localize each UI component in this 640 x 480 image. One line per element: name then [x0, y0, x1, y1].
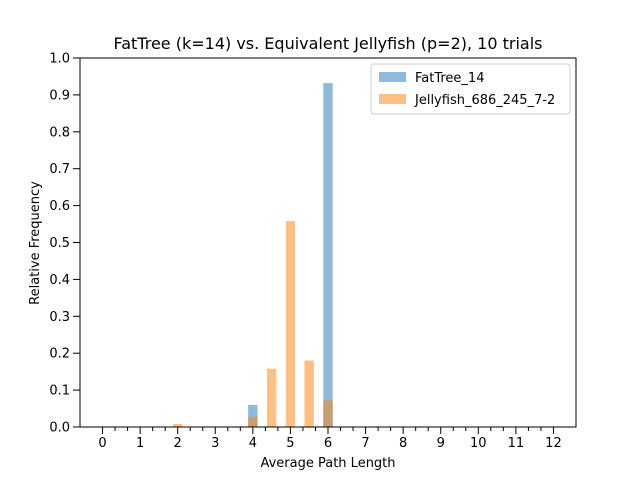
x-tick-label: 6: [324, 436, 332, 451]
x-axis-label: Average Path Length: [260, 456, 395, 471]
bar-series-1-3: [266, 368, 277, 427]
legend-box: [370, 63, 571, 115]
x-tick-label: 12: [545, 436, 562, 451]
y-tick-label: 0.5: [49, 236, 70, 251]
legend-swatch-1: [379, 94, 406, 104]
y-tick-label: 0.4: [49, 273, 70, 288]
y-tick-label: 0.9: [49, 88, 70, 103]
x-tick-label: 5: [286, 436, 294, 451]
bar-series-0-1: [323, 83, 333, 427]
plot-area: 0 1 2 3 4 5 6 7 8 9 10 11 12 0.00.10.20.30.40.50.60.…: [49, 52, 577, 451]
bar-series-1-5: [304, 360, 314, 427]
y-tick-label: 0.2: [49, 347, 70, 362]
x-axis: 0 1 2 3 4 5 6 7 8 9 10 11 12: [98, 427, 562, 451]
x-tick-label: 8: [399, 436, 407, 451]
y-axis: 0.0 0.1 0.2 0.3 0.4 0.5 0.6 0.7 0.8 0.9 1.0: [49, 52, 80, 436]
legend: FatTree_14 Jellyfish_686_245_7-2: [370, 63, 571, 115]
y-tick-label: 0.7: [49, 162, 70, 177]
y-tick-label: 0.1: [49, 384, 70, 399]
x-tick-label: 3: [211, 436, 219, 451]
x-tick-label: 11: [508, 436, 525, 451]
x-tick-label: 10: [470, 436, 487, 451]
legend-label-0: FatTree_14: [415, 71, 484, 86]
plot-frame: [79, 57, 577, 428]
y-tick-label: 1.0: [49, 52, 70, 67]
x-tick-label: 9: [437, 436, 445, 451]
x-tick-label: 7: [361, 436, 369, 451]
x-tick-label: 4: [249, 436, 257, 451]
bar-series-1-4: [285, 221, 296, 427]
legend-swatch-0: [379, 72, 406, 82]
y-tick-label: 0.0: [49, 421, 70, 436]
y-tick-label: 0.3: [49, 310, 70, 325]
bar-series-0-0: [248, 404, 258, 427]
x-tick-label: 0: [98, 436, 106, 451]
bar-series-1-0: [173, 424, 183, 427]
y-axis-label: Relative Frequency: [28, 181, 43, 305]
x-tick-label: 2: [174, 436, 182, 451]
y-tick-label: 0.6: [49, 199, 70, 214]
y-tick-label: 0.8: [49, 125, 70, 140]
chart-title: FatTree (k=14) vs. Equivalent Jellyfish …: [113, 34, 542, 53]
x-tick-label: 1: [136, 436, 144, 451]
bar-series-1-2: [248, 416, 258, 427]
bar-series-1-6: [323, 400, 333, 427]
legend-label-1: Jellyfish_686_245_7-2: [414, 93, 555, 108]
